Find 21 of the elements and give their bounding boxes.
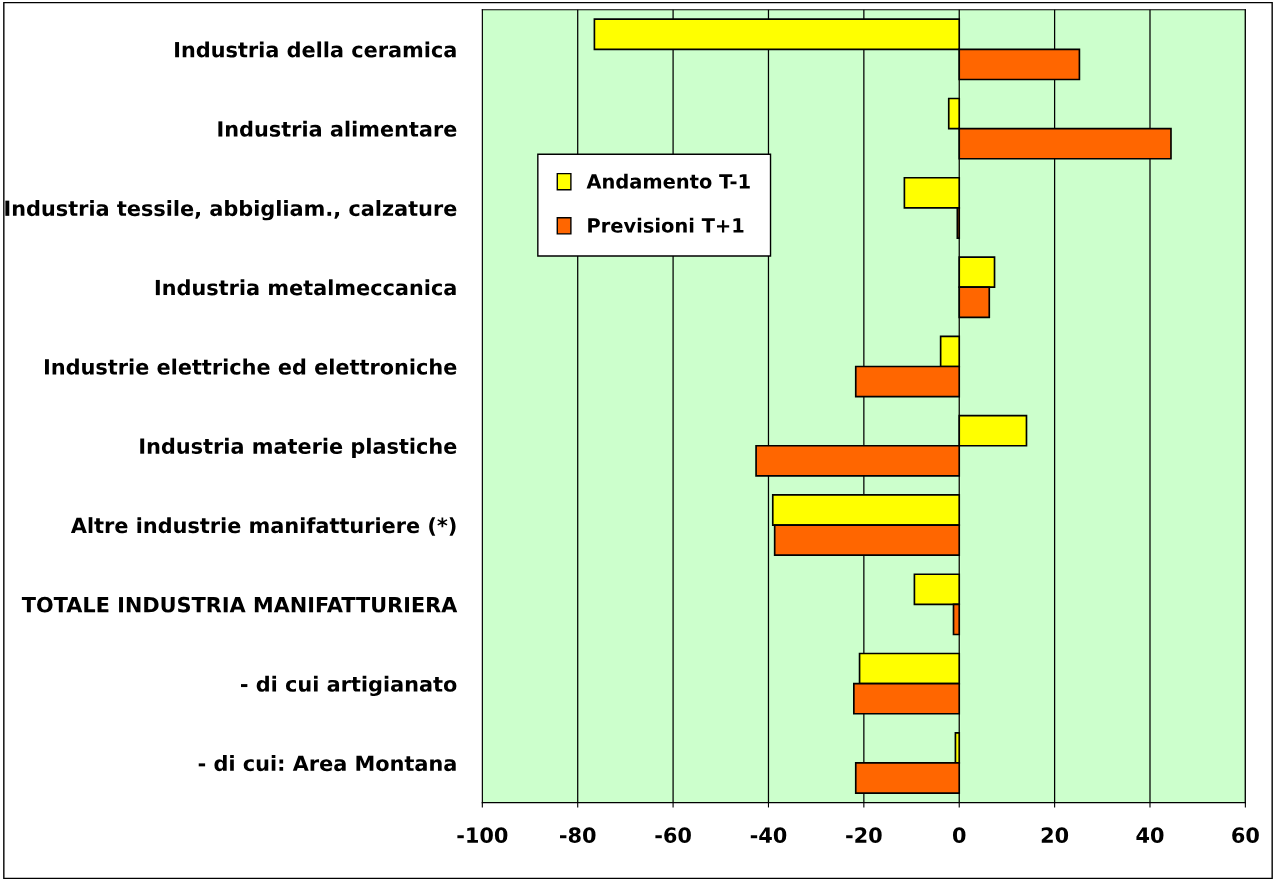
x-tick-label: 0 [952,827,966,844]
x-tick-label: 60 [1232,827,1259,844]
x-tick-label: -80 [560,827,596,844]
y-tick-label: Industria metalmeccanica [155,279,456,296]
legend-label: Previsioni T+1 [588,217,744,233]
y-tick-label: Industria tessile, abbigliam., calzature [5,200,457,221]
x-tick-label: -20 [846,827,882,844]
y-tick-label: Industrie elettriche ed elettroniche [44,358,457,375]
x-tick-label: -100 [457,827,508,844]
y-tick-label: Industria della ceramica [175,41,456,58]
y-tick-label: - di cui: Area Montana [198,755,456,772]
x-tick-label: -40 [750,827,787,844]
legend-label: Andamento T-1 [586,173,750,189]
x-tick-label: 40 [1136,827,1164,844]
y-tick-label: Industria materie plastiche [140,437,457,459]
y-tick-label: - di cui artigianato [240,675,457,697]
y-tick-label: Industria alimentare [218,120,457,137]
x-tick-label: 20 [1041,827,1069,844]
y-tick-label: Altre industrie manifatturiere (*) [70,517,456,536]
y-tick-label: TOTALE INDUSTRIA MANIFATTURIERA [21,596,458,613]
x-tick-label: -60 [655,827,691,844]
